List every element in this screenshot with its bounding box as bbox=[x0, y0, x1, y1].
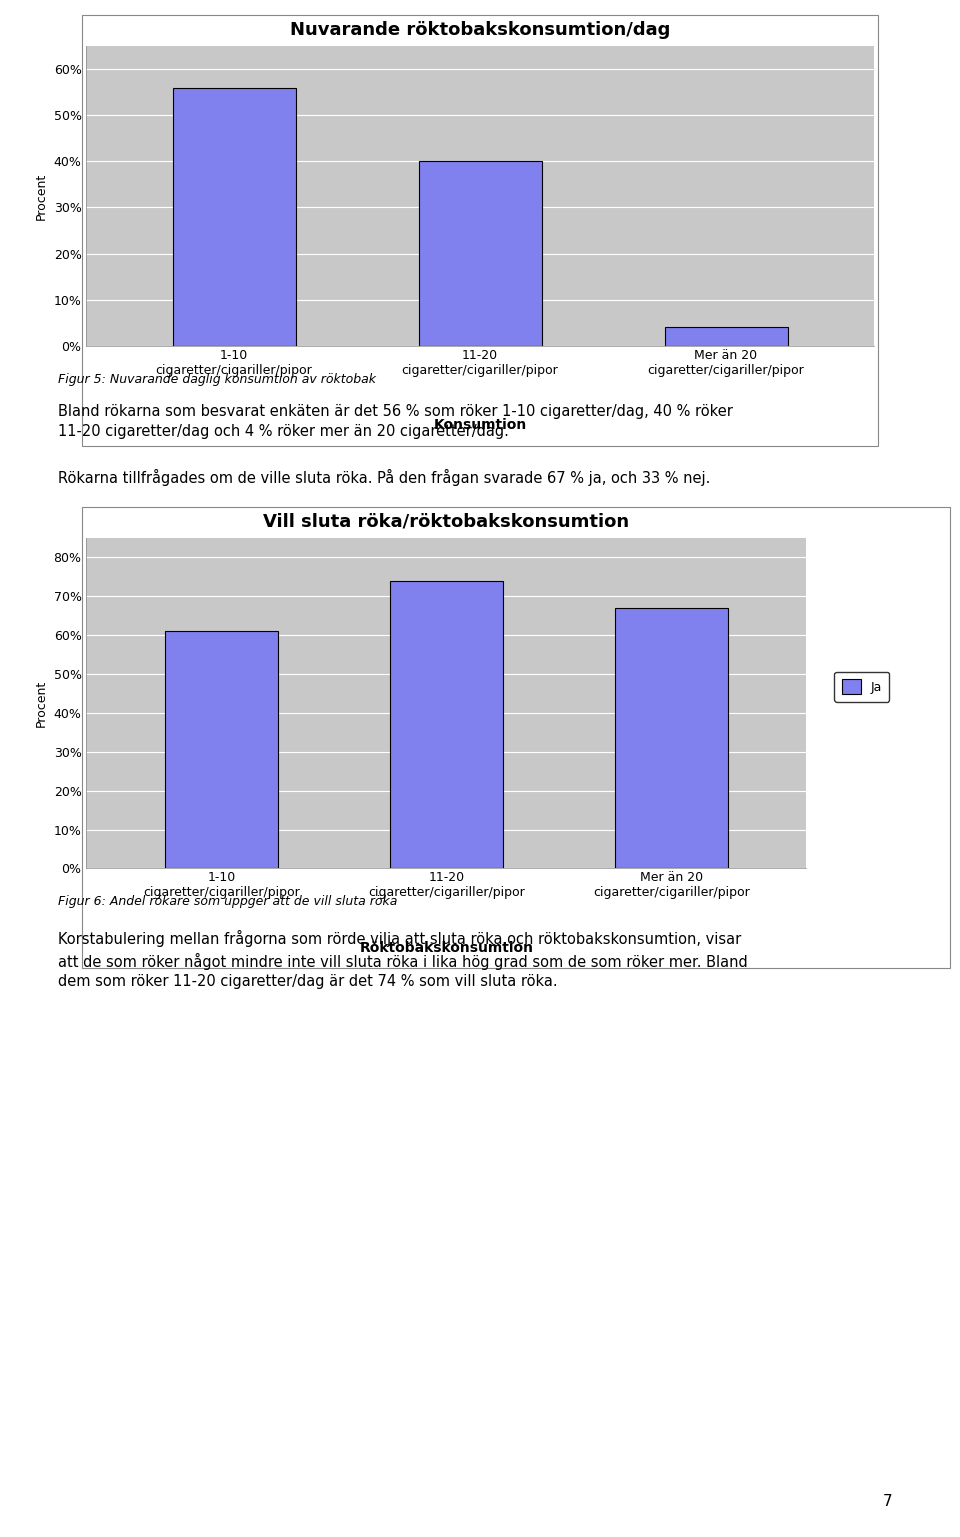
Bar bbox=[664, 327, 787, 346]
Bar bbox=[615, 609, 728, 868]
Text: Figur 6: Andel rökare som uppger att de vill sluta röka: Figur 6: Andel rökare som uppger att de … bbox=[58, 895, 397, 907]
Bar bbox=[419, 161, 541, 346]
Y-axis label: Procent: Procent bbox=[35, 679, 48, 727]
Title: Nuvarande röktobakskonsumtion/dag: Nuvarande röktobakskonsumtion/dag bbox=[290, 22, 670, 38]
Text: Rökarna tillfrågades om de ville sluta röka. På den frågan svarade 67 % ja, och : Rökarna tillfrågades om de ville sluta r… bbox=[58, 469, 710, 486]
Bar bbox=[165, 632, 277, 868]
Title: Vill sluta röka/röktobakskonsumtion: Vill sluta röka/röktobakskonsumtion bbox=[263, 513, 630, 530]
Text: Figur 5: Nuvarande daglig konsumtion av röktobak: Figur 5: Nuvarande daglig konsumtion av … bbox=[58, 373, 375, 386]
Text: Bland rökarna som besvarat enkäten är det 56 % som röker 1-10 cigaretter/dag, 40: Bland rökarna som besvarat enkäten är de… bbox=[58, 404, 732, 440]
Text: Korstabulering mellan frågorna som rörde vilja att sluta röka och röktobakskonsu: Korstabulering mellan frågorna som rörde… bbox=[58, 930, 747, 990]
Text: 7: 7 bbox=[883, 1494, 893, 1509]
X-axis label: Konsumtion: Konsumtion bbox=[433, 418, 527, 432]
Bar bbox=[390, 581, 503, 868]
X-axis label: Röktobakskonsumtion: Röktobakskonsumtion bbox=[359, 941, 534, 954]
Legend: Ja: Ja bbox=[834, 672, 889, 702]
Bar bbox=[173, 88, 296, 346]
Y-axis label: Procent: Procent bbox=[35, 172, 48, 220]
